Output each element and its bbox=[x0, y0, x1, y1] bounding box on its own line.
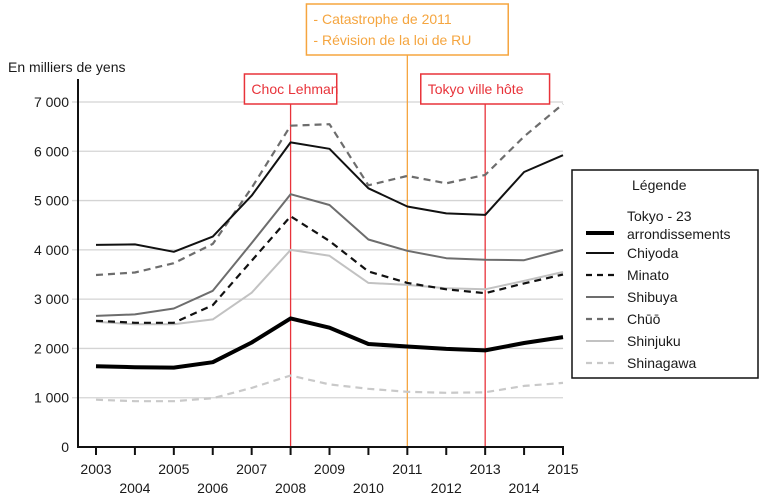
series-line-shinjuku bbox=[95, 248, 564, 326]
x-tick-label: 2006 bbox=[197, 480, 228, 496]
gridlines bbox=[72, 101, 563, 399]
legend-label: Minato bbox=[627, 267, 669, 283]
annotation-text: - Révision de la loi de RU bbox=[313, 32, 471, 48]
y-tick-label: 5 000 bbox=[34, 193, 69, 209]
annotation-box bbox=[243, 73, 338, 105]
x-tick-label: 2009 bbox=[314, 461, 345, 477]
x-tick-label: 2013 bbox=[470, 461, 501, 477]
x-tick-label: 2003 bbox=[80, 461, 111, 477]
series-line-tokyo-23-arrondissements bbox=[95, 316, 564, 370]
legend-label: Shinjuku bbox=[627, 333, 681, 349]
x-tick-label: 2007 bbox=[236, 461, 267, 477]
x-tick-label: 2004 bbox=[119, 480, 150, 496]
legend-label: Chūō bbox=[627, 311, 661, 327]
legend: Légende Tokyo - 23 arrondissements Chiyoda M… bbox=[571, 169, 759, 379]
y-tick-label: 6 000 bbox=[34, 143, 69, 159]
x-tick-label: 2005 bbox=[158, 461, 189, 477]
x-tick-label: 2008 bbox=[275, 480, 306, 496]
y-axis-title: En milliers de yens bbox=[8, 59, 126, 75]
annotation-text: - Catastrophe de 2011 bbox=[313, 11, 451, 27]
y-tick-label: 1 000 bbox=[34, 390, 69, 406]
series-line-shinagawa bbox=[95, 374, 564, 403]
legend-label: Tokyo - 23 bbox=[627, 208, 692, 224]
x-axis-ticks: 2003 2004 2005 2006 2007 2008 2009 2010 2011 2012… bbox=[80, 447, 579, 496]
legend-label: arrondissements bbox=[627, 226, 731, 242]
legend-label: Shinagawa bbox=[627, 355, 696, 371]
y-tick-label: 4 000 bbox=[34, 242, 69, 258]
annotation-text: Choc Lehman bbox=[251, 81, 338, 97]
annotation-text: Tokyo ville hôte bbox=[428, 81, 524, 97]
series-line-shibuya bbox=[95, 193, 564, 317]
axes: En milliers de yens bbox=[8, 59, 564, 448]
legend-label: Chiyoda bbox=[627, 245, 679, 261]
series-line-minato bbox=[95, 215, 564, 324]
legend-label: Shibuya bbox=[627, 289, 678, 305]
event-markers: Choc Lehman - Catastrophe de 2011 - Révisi… bbox=[243, 3, 551, 447]
y-tick-label: 7 000 bbox=[34, 94, 69, 110]
annotation-box bbox=[305, 3, 509, 56]
legend-title: Légende bbox=[632, 177, 687, 193]
x-tick-label: 2011 bbox=[392, 461, 422, 477]
x-tick-label: 2012 bbox=[431, 480, 462, 496]
y-axis-ticks: 0 1 000 2 000 3 000 4 000 5 000 6 000 7 000 bbox=[34, 94, 69, 455]
series-lines bbox=[95, 103, 564, 403]
series-line-chiyoda bbox=[95, 141, 564, 253]
y-tick-label: 2 000 bbox=[34, 340, 69, 356]
annotation-box bbox=[420, 73, 551, 105]
series-line-chuo bbox=[95, 103, 564, 277]
x-tick-label: 2014 bbox=[509, 480, 540, 496]
y-tick-label: 0 bbox=[61, 439, 69, 455]
y-tick-label: 3 000 bbox=[34, 291, 69, 307]
x-tick-label: 2010 bbox=[353, 480, 384, 496]
x-tick-label: 2015 bbox=[547, 461, 578, 477]
